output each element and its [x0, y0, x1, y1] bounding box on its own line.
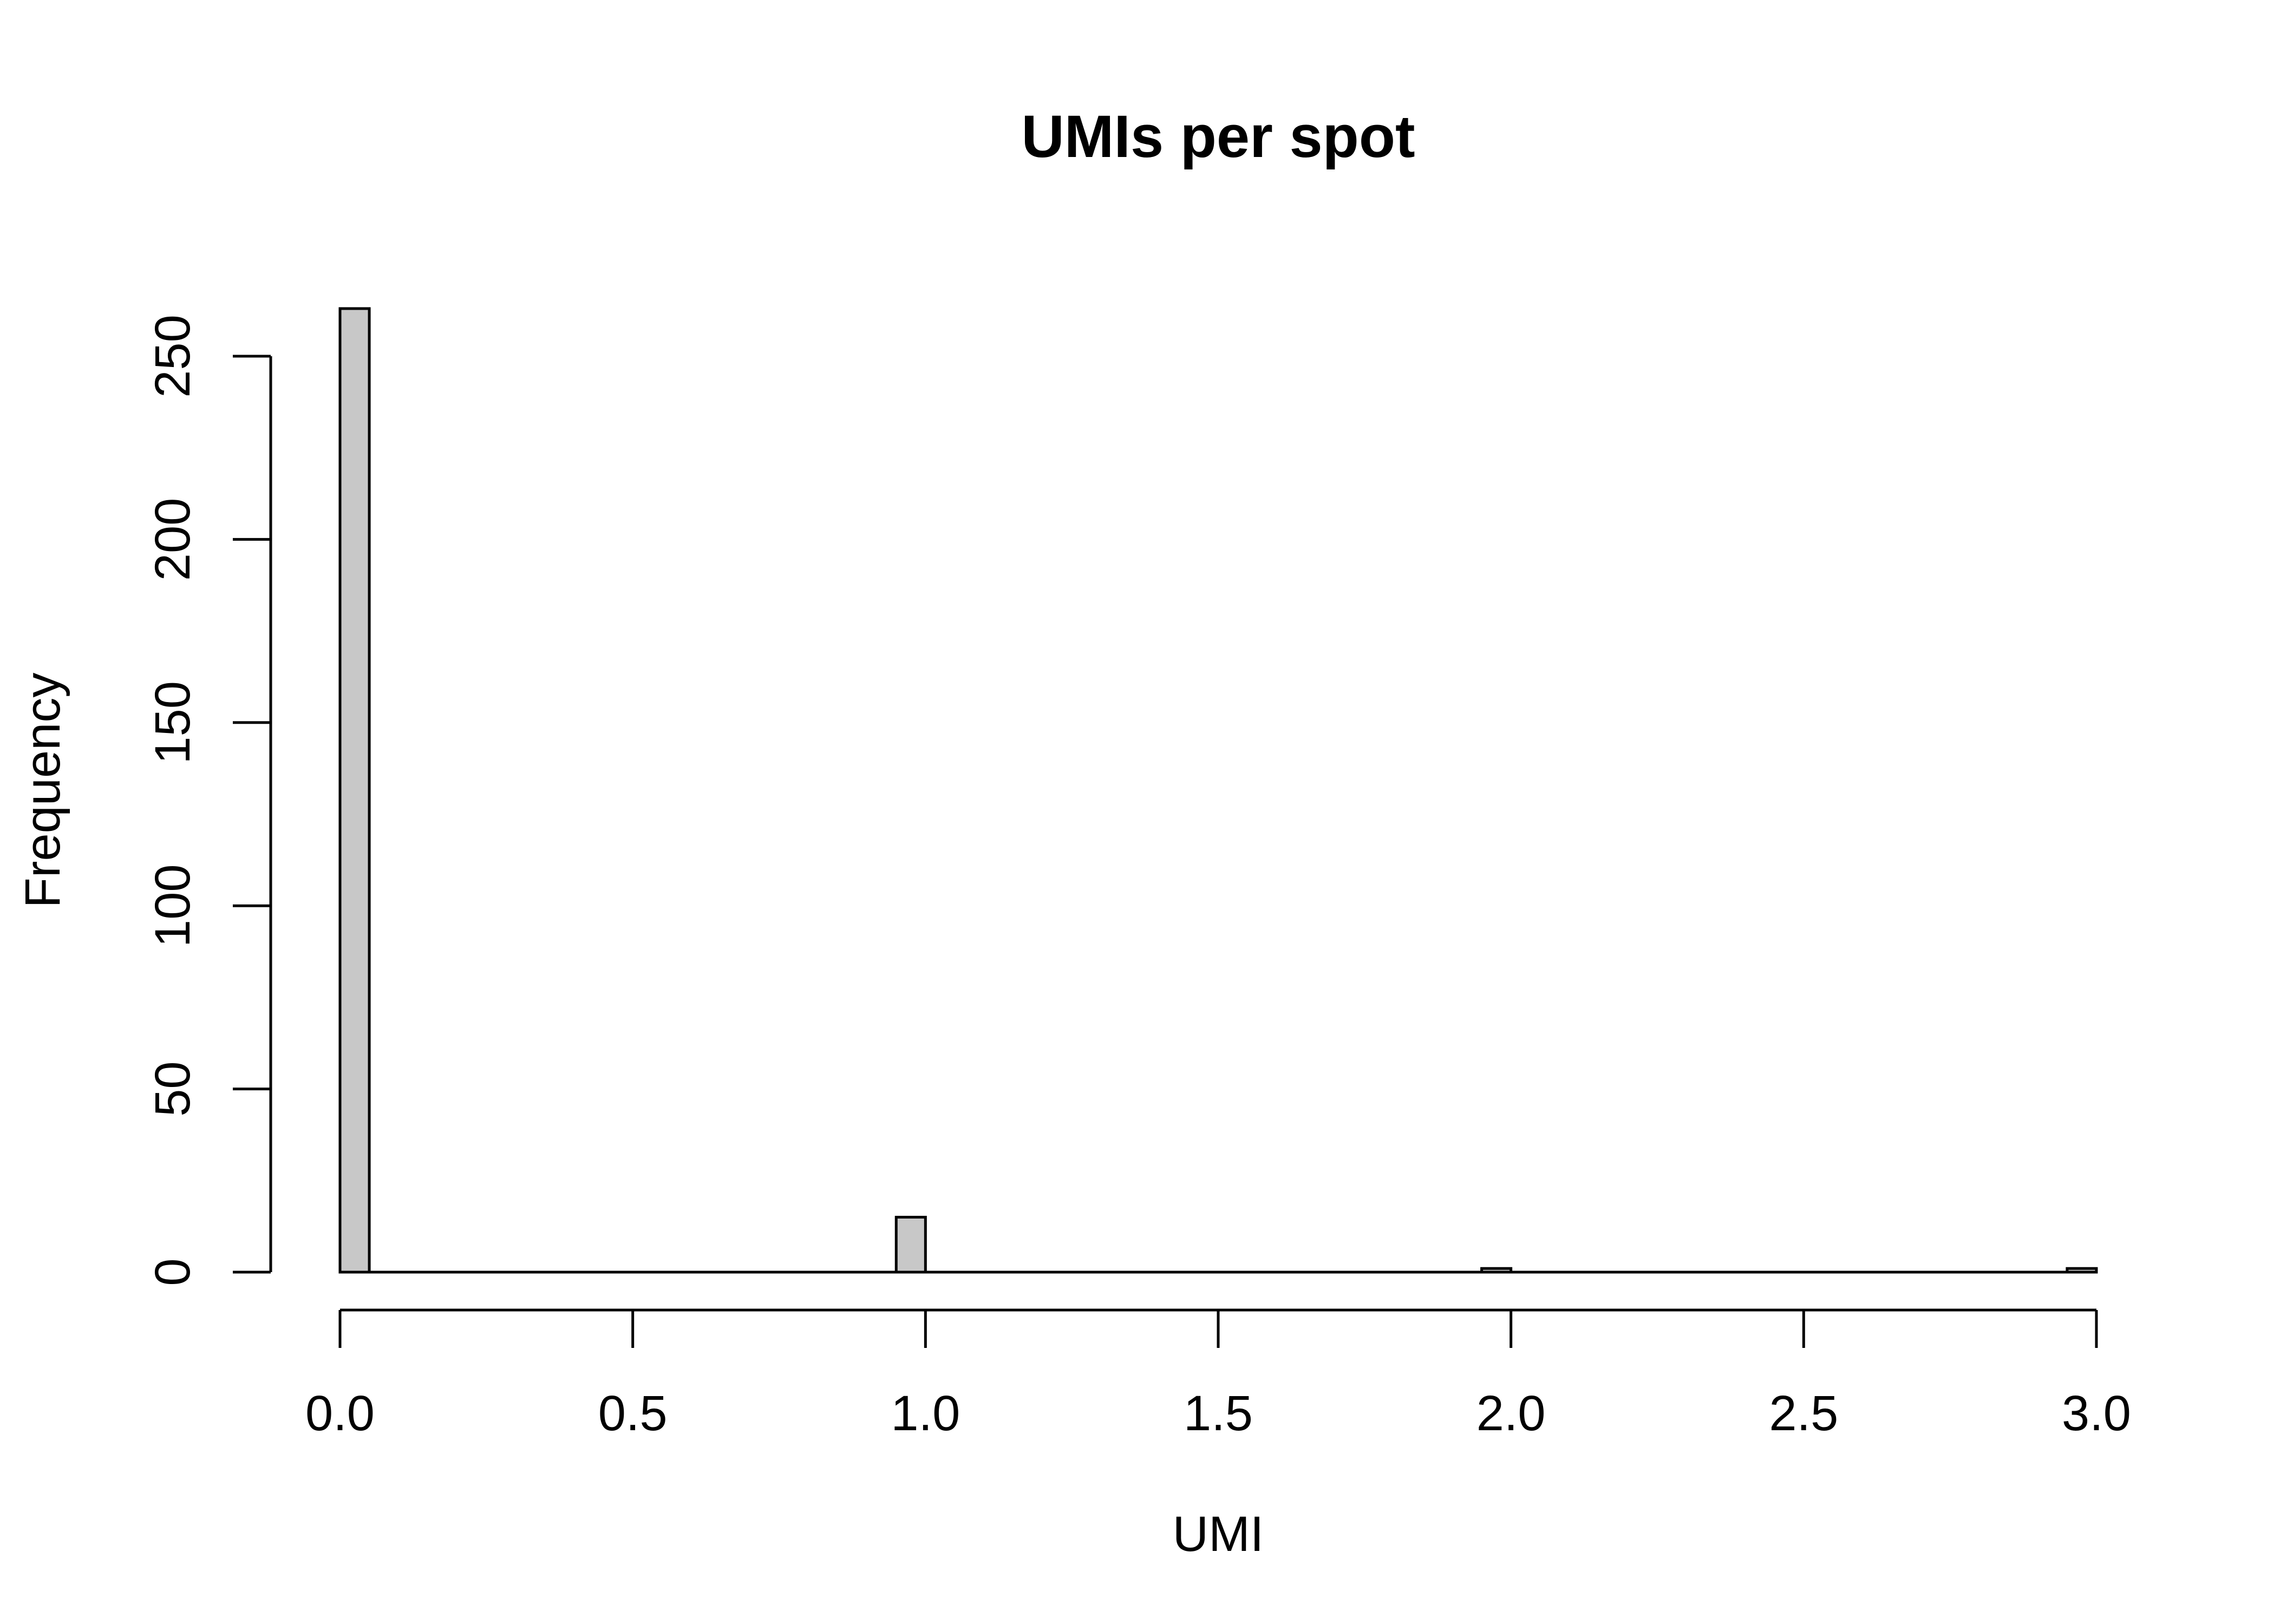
x-tick-label-6: 3.0	[2062, 1386, 2131, 1441]
chart-title: UMIs per spot	[1021, 103, 1415, 170]
x-tick-label-4: 2.0	[1476, 1386, 1546, 1441]
x-tick-label-3: 1.5	[1184, 1386, 1253, 1441]
histogram-bar-3	[2066, 1267, 2098, 1274]
y-tick-label-1: 50	[145, 1061, 200, 1116]
y-tick-label-5: 250	[145, 315, 200, 398]
x-tick-label-1: 0.5	[598, 1386, 668, 1441]
x-tick-label-2: 1.0	[891, 1386, 960, 1441]
x-axis: 0.0 0.5 1.0 1.5 2.0 2.5 3.0	[305, 1308, 2131, 1441]
y-tick-label-2: 100	[145, 864, 200, 947]
histogram-bar-0	[338, 307, 371, 1274]
y-tick-label-0: 0	[145, 1258, 200, 1286]
x-tick-label-5: 2.5	[1769, 1386, 1838, 1441]
x-axis-label: UMI	[1173, 1507, 1264, 1562]
x-tick-label-0: 0.0	[305, 1386, 375, 1441]
bars-layer	[338, 307, 2098, 1274]
y-tick-label-3: 150	[145, 681, 200, 764]
y-axis-label: Frequency	[15, 673, 70, 908]
histogram-bar-2	[1480, 1267, 1513, 1274]
y-tick-label-4: 200	[145, 498, 200, 581]
y-axis: 0 50 100 150 200 250	[145, 315, 272, 1286]
histogram-bar-1	[894, 1215, 927, 1274]
